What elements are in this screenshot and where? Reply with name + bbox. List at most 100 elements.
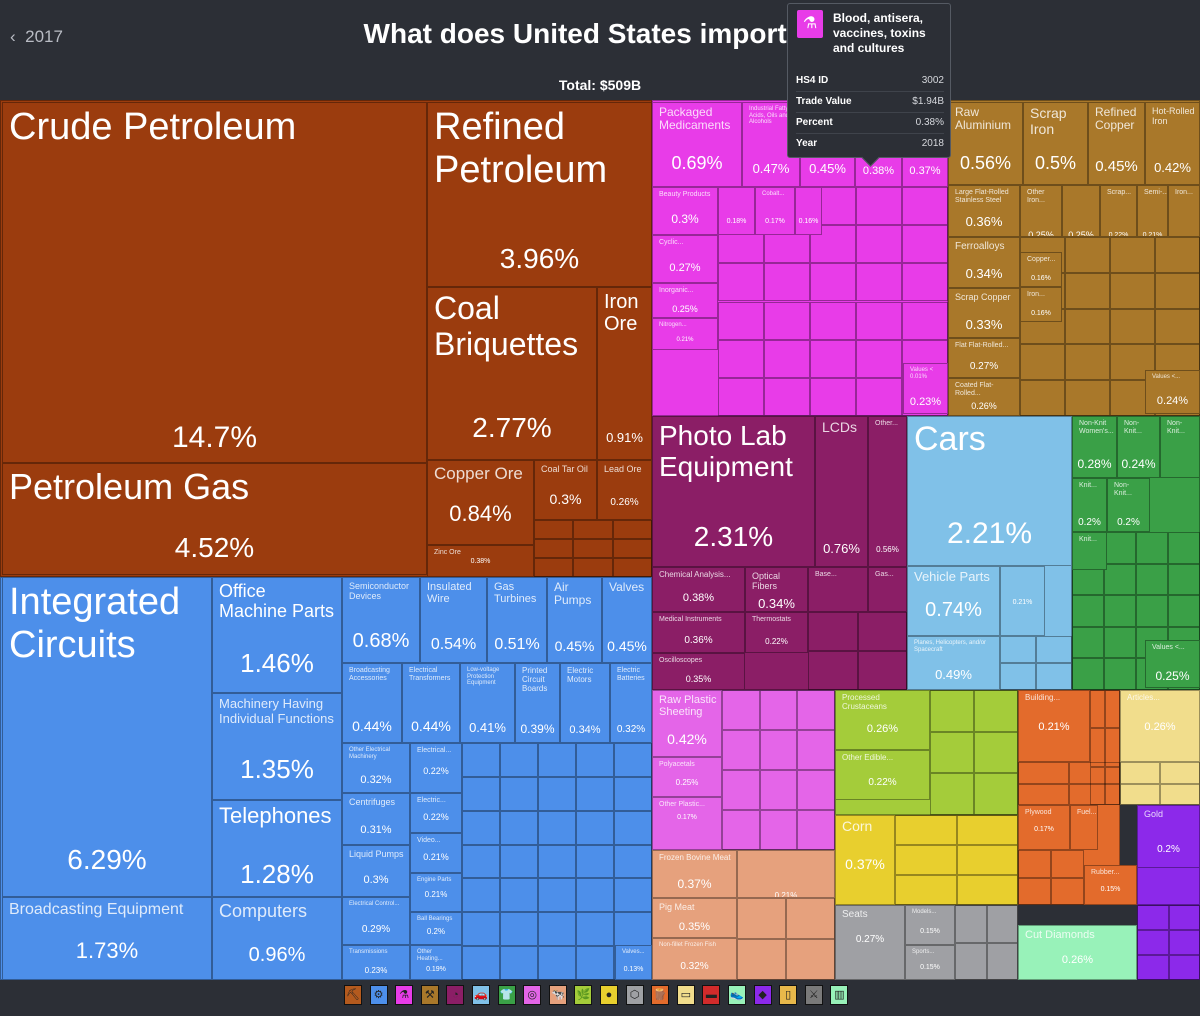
treemap-cell[interactable] [956,875,1018,905]
treemap-tile[interactable]: Optical Fibers 0.34% [745,567,808,612]
art-icon[interactable]: ▥ [830,985,849,1005]
treemap-cell[interactable] [737,939,786,980]
treemap-cell[interactable] [1051,850,1084,878]
treemap-cell[interactable] [722,810,760,850]
treemap-tile[interactable]: Centrifuges 0.31% [342,793,410,845]
treemap-tile[interactable]: Scrap Copper 0.33% [948,288,1020,338]
treemap-tile[interactable]: Values < 0.01% 0.23% [903,363,948,414]
treemap-tile[interactable]: Crude Petroleum 14.7% [2,102,427,463]
treemap-cell[interactable] [534,520,574,539]
treemap-tile[interactable]: Polyacetals 0.25% [652,757,722,797]
treemap-cell[interactable] [718,339,764,378]
treemap-cell[interactable] [759,810,798,850]
treemap-cell[interactable] [1036,636,1072,663]
treemap-cell[interactable] [1104,563,1136,596]
treemap-cell[interactable] [930,731,974,774]
treemap-tile[interactable]: Oscilloscopes 0.35% [652,653,745,690]
treemap-tile[interactable]: Office Machine Parts 1.46% [212,577,342,693]
treemap-cell[interactable] [1104,532,1136,564]
treemap-tile[interactable]: Air Pumps 0.45% [547,577,602,663]
treemap-tile[interactable]: Knit... 0.2% [1072,478,1107,532]
treemap-cell[interactable] [786,898,835,939]
treemap-tile[interactable]: 0.25% [1062,185,1100,237]
treemap-cell[interactable] [1020,380,1065,416]
shirt-icon[interactable]: 👕 [497,985,516,1005]
treemap-cell[interactable] [1065,380,1110,416]
treemap-tile[interactable]: Electric... 0.22% [410,793,462,833]
treemap-cell[interactable] [576,878,614,913]
treemap-cell[interactable] [534,539,574,558]
treemap-cell[interactable] [500,810,538,845]
treemap-cell[interactable] [1120,783,1160,805]
treemap-cell[interactable] [1018,877,1051,905]
treemap-cell[interactable] [1104,658,1136,690]
treemap-cell[interactable] [1072,626,1104,659]
treemap-cell[interactable] [930,773,974,815]
treemap-tile[interactable]: 0.21% [1000,566,1045,636]
treemap-tile[interactable]: 0.18% [718,187,755,235]
treemap-tile[interactable]: Coated Flat-Rolled... 0.26% [948,378,1020,416]
treemap-tile[interactable]: Pig Meat 0.35% [652,898,737,938]
treemap-cell[interactable] [810,339,856,378]
treemap-tile[interactable]: Valves 0.45% [602,577,652,663]
treemap-tile[interactable]: Knit... [1072,532,1107,570]
treemap-cell[interactable] [1110,308,1155,345]
treemap-cell[interactable] [1018,850,1051,878]
treemap-cell[interactable] [1020,344,1065,381]
treemap-cell[interactable] [722,730,760,770]
treemap-tile[interactable]: Cobalt... 0.17% [755,187,795,235]
treemap-tile[interactable]: Valves... 0.13% [615,945,652,980]
treemap-tile[interactable]: Integrated Circuits 6.29% [2,577,212,897]
treemap-cell[interactable] [1065,308,1110,345]
treemap-tile[interactable]: Other Iron... 0.25% [1020,185,1062,237]
treemap-cell[interactable] [797,810,835,850]
treemap-tile[interactable]: Cars 2.21% [907,416,1072,566]
treemap-cell[interactable] [974,690,1018,732]
footwear-icon[interactable]: 👟 [728,985,746,1005]
treemap-cell[interactable] [810,225,856,264]
treemap-cell[interactable] [1168,955,1200,980]
gauge-icon[interactable]: ◔ [446,985,465,1005]
treemap-tile[interactable]: Seats 0.27% [835,905,905,980]
treemap-tile[interactable]: Medical Instruments 0.36% [652,612,745,653]
treemap-cell[interactable] [1160,783,1200,805]
treemap-tile[interactable]: Hot-Rolled Iron 0.42% [1145,102,1200,185]
treemap-tile[interactable]: Engine Parts 0.21% [410,873,462,912]
treemap-tile[interactable]: Coal Tar Oil 0.3% [534,460,597,520]
treemap-cell[interactable] [1168,563,1200,596]
treemap-cell[interactable] [1018,762,1069,784]
treemap-tile[interactable]: Inorganic... 0.25% [652,283,718,318]
treemap-cell[interactable] [462,810,500,845]
treemap-cell[interactable] [856,377,902,416]
treemap-cell[interactable] [1065,344,1110,381]
treemap-cell[interactable] [614,912,652,947]
treemap-cell[interactable] [538,946,576,980]
treemap-tile[interactable]: Semi-... 0.21% [1137,185,1168,237]
treemap-cell[interactable] [576,743,614,777]
treemap-tile[interactable]: Electrical Transformers 0.44% [402,663,460,743]
treemap-tile[interactable]: Liquid Pumps 0.3% [342,845,410,897]
treemap-cell[interactable] [500,912,538,947]
box-icon[interactable]: ⬡ [625,985,644,1005]
treemap-cell[interactable] [614,844,652,879]
treemap-cell[interactable] [1065,237,1110,273]
treemap-cell[interactable] [462,776,500,811]
treemap-tile[interactable]: Thermostats 0.22% [745,612,808,653]
treemap-cell[interactable] [895,875,957,905]
treemap-cell[interactable] [902,301,948,340]
treemap-cell[interactable] [576,776,614,811]
treemap-cell[interactable] [856,339,902,378]
treemap-tile[interactable]: Zinc Ore 0.38% [427,545,534,577]
treemap-cell[interactable] [902,263,948,302]
treemap-tile[interactable]: Packaged Medicaments 0.69% [652,102,742,187]
treemap-cell[interactable] [573,558,613,577]
treemap-cell[interactable] [576,844,614,879]
diamond-icon[interactable]: ◆ [753,985,772,1005]
treemap-tile[interactable]: Other Electrical Machinery 0.32% [342,743,410,793]
treemap-cell[interactable] [500,743,538,777]
treemap-tile[interactable]: Ball Bearings 0.2% [410,912,462,945]
treemap-tile[interactable]: Chemical Analysis... 0.38% [652,567,745,612]
paper-icon[interactable]: ▯ [779,985,798,1005]
treemap-tile[interactable]: Non-fillet Frozen Fish 0.32% [652,938,737,980]
treemap-tile[interactable]: Flat Flat-Rolled... 0.27% [948,338,1020,378]
